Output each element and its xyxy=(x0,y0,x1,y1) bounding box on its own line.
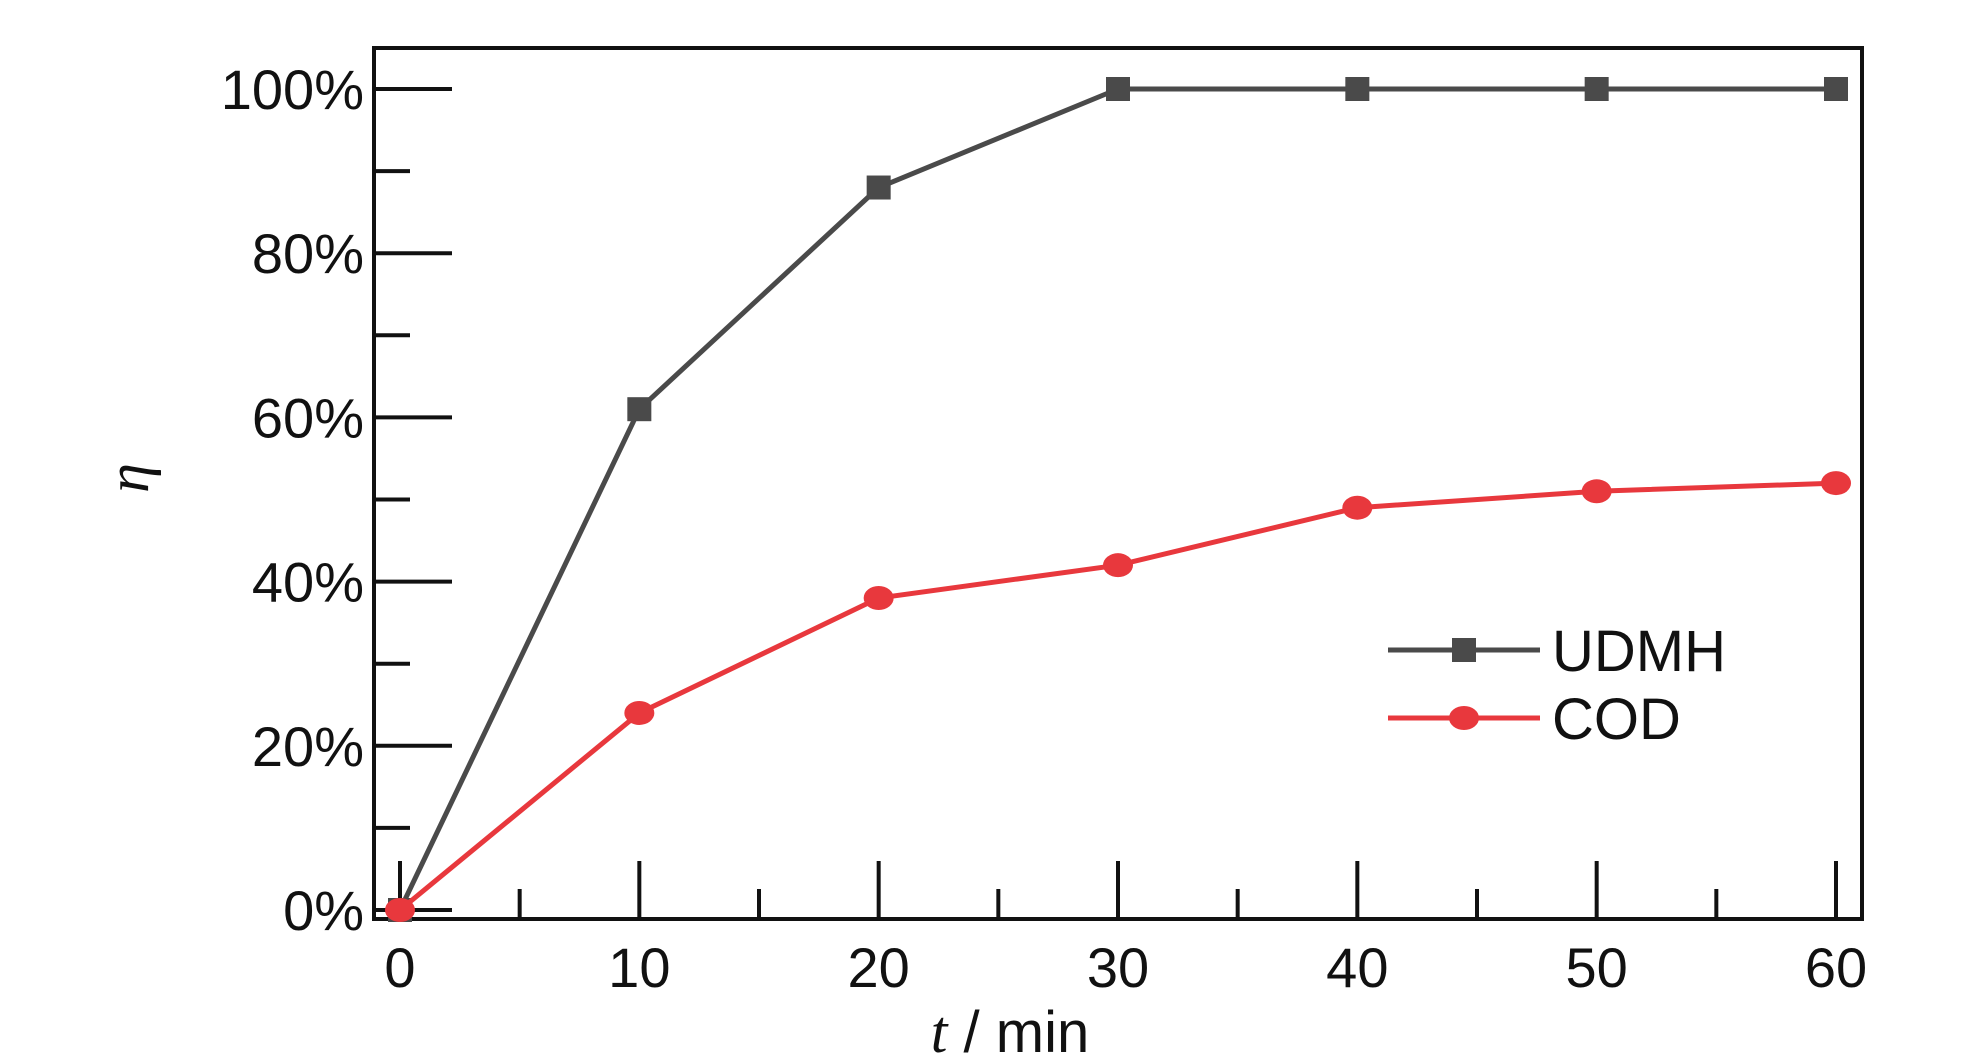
x-axis-symbol: t xyxy=(931,999,949,1063)
x-tick-label: 60 xyxy=(1805,936,1867,999)
legend-marker xyxy=(1449,706,1479,730)
cod-point xyxy=(1342,495,1373,520)
cod-point xyxy=(863,586,894,611)
x-tick-label: 50 xyxy=(1566,936,1628,999)
ticks: 0% 20% 40% 60% 80% 100% 0 10 20 30 40 50 60 xyxy=(221,58,1867,999)
udmh-point xyxy=(627,397,652,422)
cod-point xyxy=(624,700,655,725)
x-axis-unit: / min xyxy=(947,1000,1089,1063)
legend-marker xyxy=(1452,638,1476,662)
cod-point xyxy=(385,898,415,922)
legend-item-udmh: UDMH xyxy=(1388,619,1726,684)
x-tick-label: 20 xyxy=(848,936,910,999)
udmh-line xyxy=(397,86,1836,912)
cod-point xyxy=(1103,553,1133,578)
cod-point xyxy=(1581,479,1612,504)
x-tick-label: 40 xyxy=(1326,936,1388,999)
x-tick-label: 10 xyxy=(608,936,670,999)
y-tick-label: 80% xyxy=(252,222,364,285)
cod-point xyxy=(1821,471,1851,496)
udmh-point xyxy=(1345,77,1370,101)
x-tick-label: 30 xyxy=(1087,936,1149,999)
axes xyxy=(372,46,1864,921)
udmh-point xyxy=(866,175,891,200)
y-tick-label: 60% xyxy=(252,386,364,449)
x-tick-label: 0 xyxy=(384,936,415,999)
plot-frame xyxy=(372,46,1864,921)
y-tick-label: 100% xyxy=(221,58,364,121)
udmh-point xyxy=(1824,77,1848,101)
y-axis-label: η xyxy=(95,463,161,493)
legend-item-cod: COD xyxy=(1388,687,1681,752)
x-axis-label: t / min xyxy=(931,999,1089,1063)
y-tick-label: 20% xyxy=(252,715,364,778)
udmh-point xyxy=(1584,77,1609,101)
series-cod xyxy=(385,471,1851,922)
y-tick-label: 40% xyxy=(252,551,364,614)
series-udmh xyxy=(388,77,1848,922)
udmh-point xyxy=(1106,77,1130,101)
series xyxy=(385,77,1851,922)
legend-label: COD xyxy=(1552,687,1681,752)
y-tick-label: 0% xyxy=(283,879,364,942)
legend-label: UDMH xyxy=(1552,619,1726,684)
